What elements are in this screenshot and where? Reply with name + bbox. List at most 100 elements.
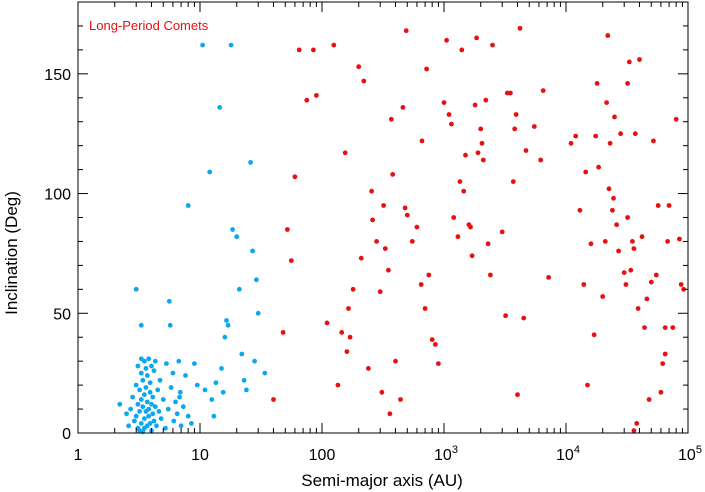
data-point-s0-78 <box>219 366 224 371</box>
data-point-s1-111 <box>625 81 630 86</box>
data-point-s1-124 <box>648 279 654 285</box>
y-axis-title: Inclination (Deg) <box>2 191 21 315</box>
data-point-s1-98 <box>600 294 606 299</box>
data-point-s1-115 <box>631 246 637 252</box>
data-point-s1-102 <box>606 186 612 192</box>
data-point-s0-57 <box>167 322 173 328</box>
data-point-s0-75 <box>211 413 217 419</box>
data-point-s1-30 <box>387 411 393 417</box>
data-point-s0-13 <box>137 387 143 393</box>
data-point-s1-27 <box>381 203 386 208</box>
data-point-s0-1 <box>124 411 129 417</box>
x-tick-label-1: 10 <box>191 447 209 464</box>
data-point-s1-79 <box>513 112 519 117</box>
data-point-s0-3 <box>128 406 134 412</box>
data-point-s0-83 <box>228 42 234 48</box>
data-point-s1-44 <box>422 306 428 311</box>
x-tick-label-2: 100 <box>309 447 336 464</box>
data-point-s1-114 <box>630 239 635 244</box>
data-point-s0-33 <box>146 356 152 362</box>
data-point-s1-130 <box>662 325 668 330</box>
data-point-s0-7 <box>133 382 139 388</box>
data-point-s0-72 <box>200 42 206 48</box>
data-point-s0-37 <box>147 380 153 386</box>
data-point-s0-73 <box>202 387 208 393</box>
data-point-s1-22 <box>369 188 374 194</box>
data-point-s1-19 <box>358 255 364 261</box>
data-point-s1-133 <box>670 325 676 330</box>
data-point-s0-55 <box>165 406 171 412</box>
data-point-s1-134 <box>673 116 679 122</box>
data-point-s0-2 <box>126 423 131 429</box>
data-point-s1-138 <box>631 428 637 433</box>
data-point-s1-119 <box>637 57 642 62</box>
data-point-s1-4 <box>292 174 298 180</box>
data-point-s0-10 <box>135 401 141 407</box>
data-point-s0-45 <box>152 404 158 410</box>
data-point-s0-62 <box>174 411 180 417</box>
data-point-s0-68 <box>185 203 191 208</box>
data-point-s1-90 <box>577 207 583 213</box>
data-point-s0-20 <box>140 377 146 383</box>
data-point-s1-24 <box>374 239 379 244</box>
data-point-s0-38 <box>149 401 154 407</box>
data-point-s1-17 <box>350 286 356 292</box>
data-point-s0-98 <box>194 382 200 388</box>
data-point-s0-63 <box>176 358 182 364</box>
data-point-s0-79 <box>220 389 226 395</box>
data-point-s0-29 <box>144 399 150 405</box>
data-point-s1-53 <box>449 121 454 127</box>
data-point-s1-91 <box>581 282 587 287</box>
data-point-s1-32 <box>390 172 396 177</box>
data-point-s0-22 <box>142 416 147 421</box>
data-point-s0-34 <box>146 406 152 412</box>
data-point-s1-15 <box>346 306 351 311</box>
data-point-s0-16 <box>138 370 144 376</box>
data-point-s1-93 <box>585 382 590 388</box>
data-point-s0-28 <box>143 385 149 390</box>
data-point-s1-45 <box>424 66 429 72</box>
data-point-s1-35 <box>400 105 406 110</box>
x-tick-label-0: 1 <box>74 447 83 464</box>
data-point-s1-141 <box>596 164 601 170</box>
data-point-s1-54 <box>451 215 457 220</box>
data-point-s0-41 <box>150 411 156 417</box>
data-point-s0-74 <box>207 169 213 175</box>
data-point-s1-94 <box>588 241 594 247</box>
data-point-s1-123 <box>646 397 652 402</box>
data-point-s1-132 <box>666 203 672 208</box>
data-point-s1-127 <box>655 203 661 208</box>
data-point-s0-11 <box>135 363 141 369</box>
chart-annotation: Long-Period Comets <box>89 18 209 33</box>
data-point-s1-25 <box>377 289 383 295</box>
axes-frame <box>77 1 689 434</box>
data-point-s1-1 <box>280 330 286 335</box>
data-point-s0-52 <box>160 397 166 402</box>
data-point-s0-82 <box>225 322 231 328</box>
data-point-s1-3 <box>288 258 294 263</box>
data-point-s1-116 <box>632 131 638 137</box>
data-point-s1-74 <box>503 313 508 319</box>
x-tick-label-5: 105 <box>678 444 702 464</box>
data-point-s0-94 <box>262 370 268 376</box>
data-point-s0-99 <box>177 394 183 400</box>
data-point-s0-76 <box>213 380 219 386</box>
data-point-s1-128 <box>658 389 664 395</box>
data-point-s0-81 <box>224 318 229 323</box>
points-layer <box>117 25 686 435</box>
data-point-s1-64 <box>474 35 479 41</box>
data-point-s1-96 <box>593 133 599 139</box>
data-point-s1-63 <box>472 102 478 108</box>
data-point-s0-21 <box>140 404 146 410</box>
data-point-s1-14 <box>344 349 350 354</box>
data-point-s0-95 <box>244 387 249 393</box>
data-point-s1-122 <box>644 296 650 302</box>
plot-frame <box>77 1 689 434</box>
data-point-s1-37 <box>403 28 409 34</box>
data-point-s1-12 <box>339 330 345 335</box>
data-point-s1-84 <box>531 124 537 129</box>
data-point-s1-103 <box>607 140 613 146</box>
data-point-s0-77 <box>217 105 223 110</box>
data-point-s1-13 <box>342 150 348 156</box>
